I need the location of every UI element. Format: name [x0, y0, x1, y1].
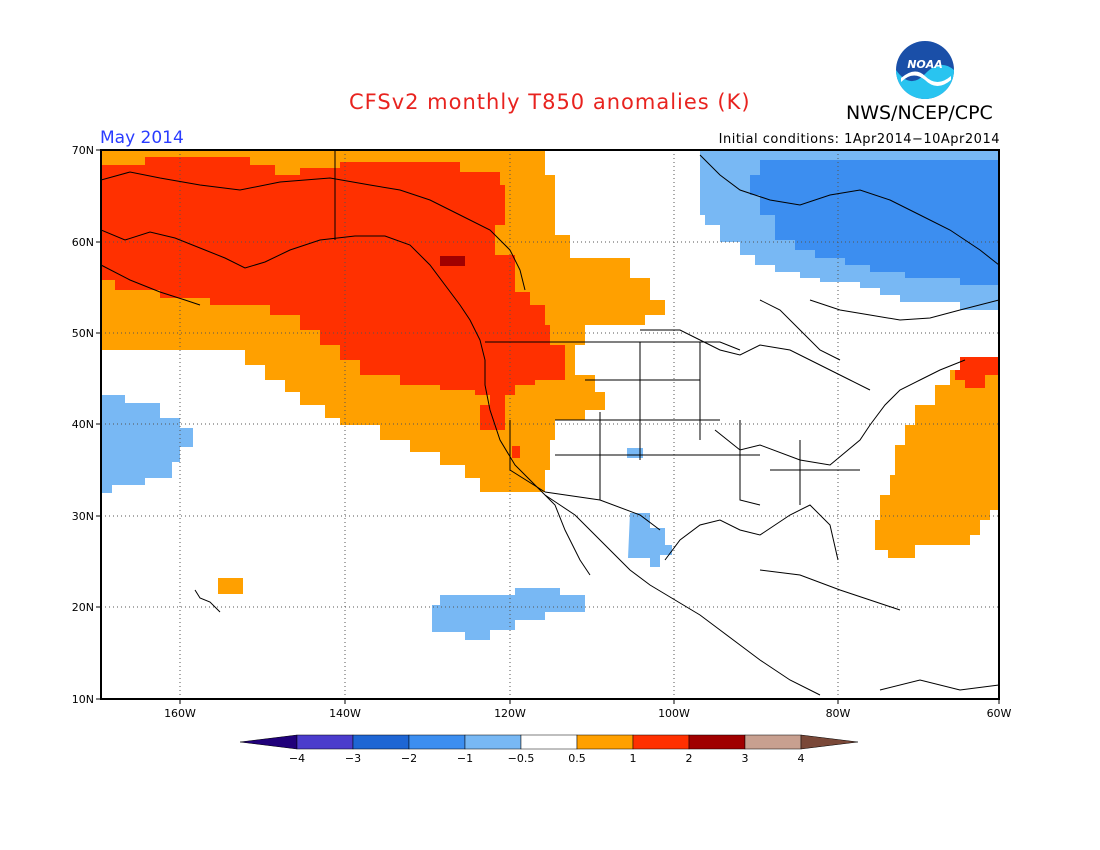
anomaly-fill-layer	[101, 150, 999, 640]
lat-label-20n: 20N	[72, 601, 94, 614]
lon-label-120w: 120W	[494, 707, 526, 720]
anomaly-region-red-northwest	[101, 157, 565, 430]
colorbar-label: 1	[630, 752, 637, 765]
anomaly-region-orange-hawaii	[218, 578, 243, 594]
political-borders	[334, 150, 860, 531]
lon-label-140w: 140W	[329, 707, 361, 720]
map-title: CFSv2 monthly T850 anomalies (K)	[349, 90, 751, 114]
anomaly-region-lightblue-pacific	[101, 395, 193, 493]
noaa-logo: NOAA	[895, 40, 955, 100]
colorbar-label: −2	[401, 752, 417, 765]
agency-label: NWS/NCEP/CPC	[846, 102, 993, 124]
lon-label-160w: 160W	[164, 707, 196, 720]
latitude-labels: 70N 60N 50N 40N 30N 20N 10N	[72, 144, 94, 706]
initial-conditions: Initial conditions: 1Apr2014−10Apr2014	[718, 132, 1000, 147]
anomaly-region-blue-canada	[750, 160, 999, 285]
colorbar-swatch	[744, 734, 802, 750]
colorbar-label: −3	[345, 752, 361, 765]
colorbar-label: 3	[742, 752, 749, 765]
colorbar: −4 −3 −2 −1 −0.5 0.5 1 2 3 4	[239, 734, 859, 765]
anomaly-region-orange-atlantic	[875, 357, 999, 558]
forecast-month: May 2014	[100, 128, 184, 148]
colorbar-label: −1	[457, 752, 473, 765]
colorbar-arrow-left	[239, 734, 298, 750]
anomaly-region-lightblue-south	[432, 588, 585, 640]
anomaly-region-red-nevada	[512, 446, 520, 458]
axis-ticks	[96, 149, 1000, 704]
colorbar-arrow-right	[800, 734, 859, 750]
lat-label-40n: 40N	[72, 418, 94, 431]
lon-label-60w: 60W	[987, 707, 1012, 720]
colorbar-swatch	[464, 734, 522, 750]
coastline-layer	[101, 154, 999, 696]
colorbar-swatch	[688, 734, 746, 750]
colorbar-label: 4	[798, 752, 805, 765]
colorbar-swatch	[352, 734, 410, 750]
colorbar-swatch	[520, 734, 578, 750]
lat-label-70n: 70N	[72, 144, 94, 157]
longitude-labels: 160W 140W 120W 100W 80W 60W	[164, 707, 1011, 720]
colorbar-swatch	[296, 734, 354, 750]
colorbar-label: 0.5	[568, 752, 586, 765]
colorbar-label: 2	[686, 752, 693, 765]
anomaly-region-lightblue-mexico	[628, 513, 672, 567]
colorbar-label: −0.5	[508, 752, 535, 765]
anomaly-region-red-atlantic	[955, 357, 999, 388]
anomaly-region-lightblue-nm	[627, 448, 643, 458]
lat-label-30n: 30N	[72, 510, 94, 523]
colorbar-swatch	[576, 734, 634, 750]
colorbar-swatch	[632, 734, 690, 750]
colorbar-swatch	[408, 734, 466, 750]
lat-label-60n: 60N	[72, 236, 94, 249]
noaa-logo-text: NOAA	[907, 58, 943, 71]
colorbar-label: −4	[289, 752, 305, 765]
lon-label-80w: 80W	[826, 707, 851, 720]
lat-label-10n: 10N	[72, 693, 94, 706]
graticule	[101, 150, 999, 699]
lon-label-100w: 100W	[658, 707, 690, 720]
lat-label-50n: 50N	[72, 327, 94, 340]
anomaly-region-darkred-bc	[440, 256, 465, 266]
